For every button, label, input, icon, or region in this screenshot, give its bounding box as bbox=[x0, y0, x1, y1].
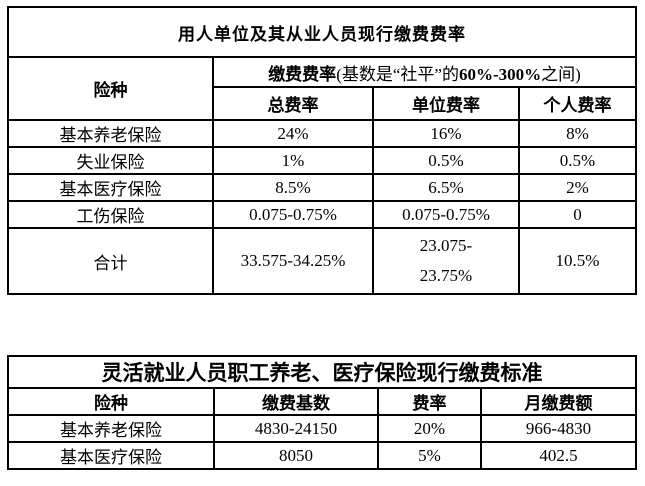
employer-rate-value: 0.075-0.75% bbox=[372, 200, 520, 229]
employer-contribution-rates-table: 用人单位及其从业人员现行缴费费率 险种 缴费费率(基数是“社平”的60%-300… bbox=[7, 6, 637, 295]
total-rate-value: 0.075-0.75% bbox=[212, 200, 374, 229]
payment-base-value: 4830-24150 bbox=[213, 414, 379, 443]
monthly-amount-value: 402.5 bbox=[480, 441, 637, 470]
total-rate-value: 1% bbox=[212, 146, 374, 175]
employer-rate-value: 0.5% bbox=[372, 146, 520, 175]
rate-header-bold-prefix: 缴费费率 bbox=[268, 64, 337, 84]
insurance-name: 基本医疗保险 bbox=[7, 173, 214, 202]
total-rate-value: 8.5% bbox=[212, 173, 374, 202]
total-rate-value: 33.575-34.25% bbox=[212, 227, 374, 295]
table1-employer-rate-header: 单位费率 bbox=[372, 86, 520, 121]
flexible-employment-standards-table: 灵活就业人员职工养老、医疗保险现行缴费标准 险种 缴费基数 费率 月缴费额 基本… bbox=[7, 355, 637, 470]
employer-rate-value: 16% bbox=[372, 119, 520, 148]
table1-row-total: 合计 33.575-34.25% 23.075- 23.75% 10.5% bbox=[7, 227, 637, 295]
insurance-name: 工伤保险 bbox=[7, 200, 214, 229]
employer-rate-value: 6.5% bbox=[372, 173, 520, 202]
personal-rate-value: 10.5% bbox=[518, 227, 637, 295]
insurance-name: 基本医疗保险 bbox=[7, 441, 215, 470]
table1-title-row: 用人单位及其从业人员现行缴费费率 bbox=[7, 6, 637, 58]
insurance-name: 基本养老保险 bbox=[7, 414, 215, 443]
personal-rate-value: 0.5% bbox=[518, 146, 637, 175]
table1-rate-base-header: 缴费费率(基数是“社平”的60%-300%之间) bbox=[212, 56, 637, 88]
total-rate-value: 24% bbox=[212, 119, 374, 148]
table2-row-pension: 基本养老保险 4830-24150 20% 966-4830 bbox=[7, 414, 637, 443]
rate-header-base-note: (基数是“社平”的 bbox=[336, 64, 459, 84]
table2-payment-base-header: 缴费基数 bbox=[213, 387, 379, 416]
rate-value: 5% bbox=[377, 441, 482, 470]
table2-header-row: 险种 缴费基数 费率 月缴费额 bbox=[7, 387, 637, 416]
table1-header-row-2: 总费率 单位费率 个人费率 bbox=[8, 86, 637, 121]
table1-insurance-type-header: 险种 bbox=[7, 56, 214, 121]
employer-rate-value: 23.075- 23.75% bbox=[372, 227, 520, 295]
table1-row-medical: 基本医疗保险 8.5% 6.5% 2% bbox=[7, 173, 637, 202]
table1-row-work-injury: 工伤保险 0.075-0.75% 0.075-0.75% 0 bbox=[7, 200, 637, 229]
personal-rate-value: 0 bbox=[518, 200, 637, 229]
personal-rate-value: 8% bbox=[518, 119, 637, 148]
table1-row-unemployment: 失业保险 1% 0.5% 0.5% bbox=[7, 146, 637, 175]
table2-rate-header: 费率 bbox=[377, 387, 482, 416]
table2-insurance-type-header: 险种 bbox=[7, 387, 215, 416]
insurance-name: 合计 bbox=[7, 227, 214, 295]
table2-monthly-amount-header: 月缴费额 bbox=[480, 387, 637, 416]
table1-title: 用人单位及其从业人员现行缴费费率 bbox=[7, 6, 637, 58]
monthly-amount-value: 966-4830 bbox=[480, 414, 637, 443]
insurance-name: 失业保险 bbox=[7, 146, 214, 175]
table2-row-medical: 基本医疗保险 8050 5% 402.5 bbox=[7, 441, 637, 470]
rate-header-suffix: 之间) bbox=[541, 64, 581, 84]
table2-title-row: 灵活就业人员职工养老、医疗保险现行缴费标准 bbox=[7, 355, 637, 389]
table1-total-rate-header: 总费率 bbox=[212, 86, 374, 121]
insurance-name: 基本养老保险 bbox=[7, 119, 214, 148]
table2-title: 灵活就业人员职工养老、医疗保险现行缴费标准 bbox=[7, 355, 637, 389]
table1-row-pension: 基本养老保险 24% 16% 8% bbox=[7, 119, 637, 148]
rate-value: 20% bbox=[377, 414, 482, 443]
payment-base-value: 8050 bbox=[213, 441, 379, 470]
table1-header-row-1: 险种 缴费费率(基数是“社平”的60%-300%之间) bbox=[7, 56, 637, 121]
personal-rate-value: 2% bbox=[518, 173, 637, 202]
rate-header-range: 60%-300% bbox=[458, 64, 542, 84]
table1-personal-rate-header: 个人费率 bbox=[518, 86, 637, 121]
